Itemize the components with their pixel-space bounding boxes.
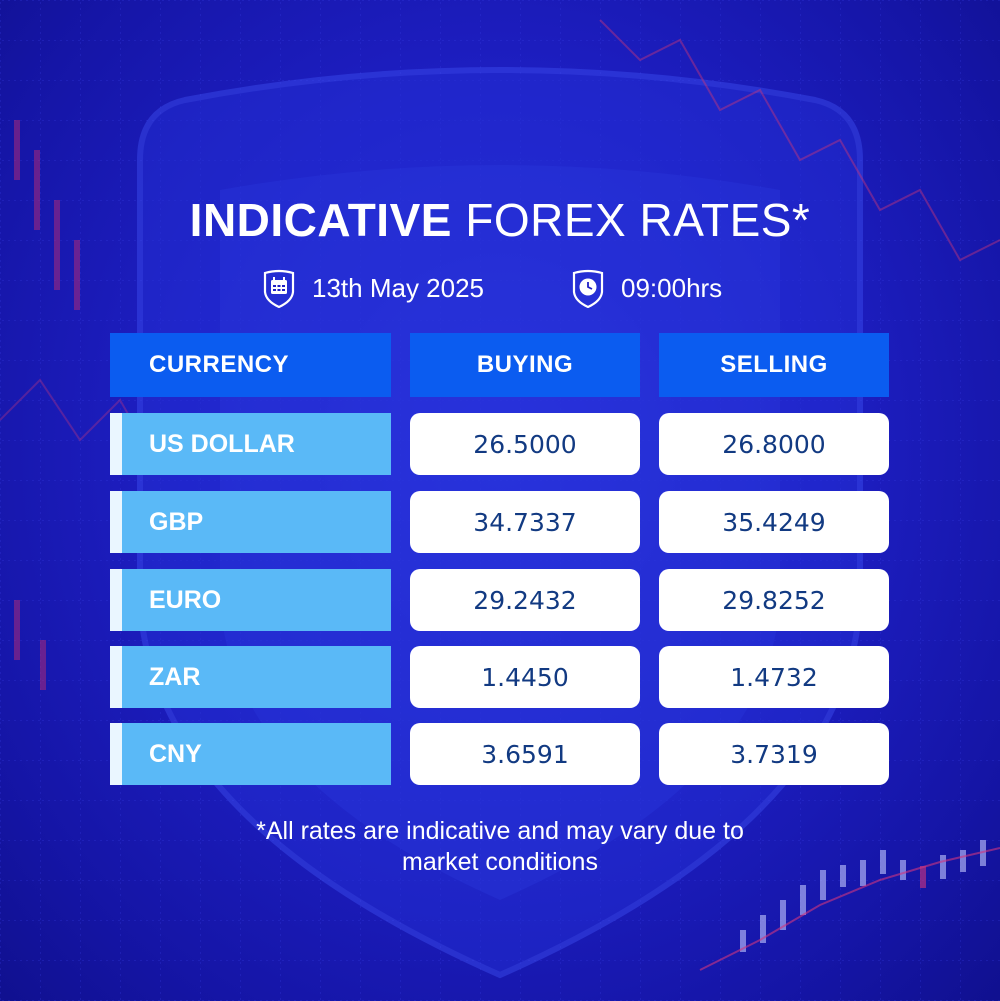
footnote: *All rates are indicative and may vary d… bbox=[0, 816, 1000, 878]
calendar-icon bbox=[263, 269, 295, 308]
time-info: 09:00hrs bbox=[571, 268, 722, 308]
date-info: 13th May 2025 bbox=[262, 268, 484, 308]
selling-cell: 1.4732 bbox=[659, 646, 889, 708]
currency-cell: CNY bbox=[110, 723, 391, 785]
selling-cell: 35.4249 bbox=[659, 491, 889, 553]
table-row: ZAR 1.4450 1.4732 bbox=[0, 646, 1000, 708]
header-currency: CURRENCY bbox=[110, 333, 391, 397]
candlestick-decoration bbox=[740, 840, 986, 952]
buying-cell: 34.7337 bbox=[410, 491, 640, 553]
footnote-line-2: market conditions bbox=[402, 848, 598, 876]
buying-cell: 3.6591 bbox=[410, 723, 640, 785]
header-selling: SELLING bbox=[659, 333, 889, 397]
buying-cell: 1.4450 bbox=[410, 646, 640, 708]
selling-cell: 26.8000 bbox=[659, 413, 889, 475]
footnote-line-1: *All rates are indicative and may vary d… bbox=[256, 817, 744, 845]
currency-cell: GBP bbox=[110, 491, 391, 553]
table-row: GBP 34.7337 35.4249 bbox=[0, 491, 1000, 553]
date-text: 13th May 2025 bbox=[312, 272, 485, 303]
selling-cell: 3.7319 bbox=[659, 723, 889, 785]
title-bold: INDICATIVE bbox=[189, 194, 452, 246]
currency-cell: US DOLLAR bbox=[110, 413, 391, 475]
currency-cell: EURO bbox=[110, 569, 391, 631]
header-buying: BUYING bbox=[410, 333, 640, 397]
page-title: INDICATIVE FOREX RATES* bbox=[0, 192, 1000, 248]
selling-cell: 29.8252 bbox=[659, 569, 889, 631]
title-light: FOREX RATES* bbox=[465, 194, 811, 246]
table-row: US DOLLAR 26.5000 26.8000 bbox=[0, 413, 1000, 475]
buying-cell: 26.5000 bbox=[410, 413, 640, 475]
table-row: CNY 3.6591 3.7319 bbox=[0, 723, 1000, 785]
time-text: 09:00hrs bbox=[621, 272, 723, 303]
table-row: EURO 29.2432 29.8252 bbox=[0, 569, 1000, 631]
currency-cell: ZAR bbox=[110, 646, 391, 708]
clock-icon bbox=[572, 269, 604, 308]
buying-cell: 29.2432 bbox=[410, 569, 640, 631]
